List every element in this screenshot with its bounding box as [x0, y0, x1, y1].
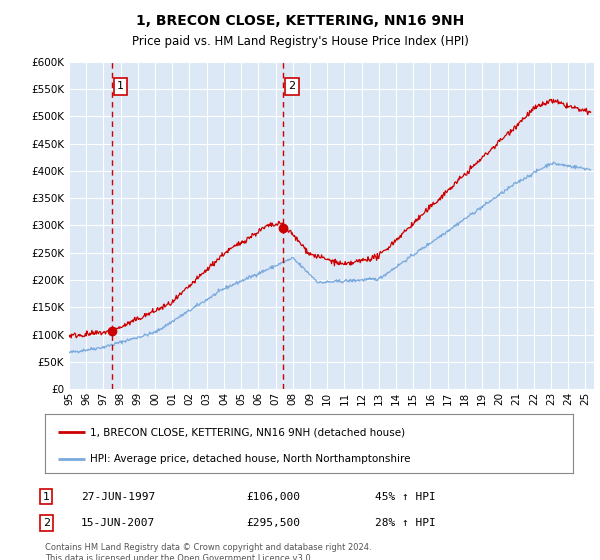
Text: £106,000: £106,000: [246, 492, 300, 502]
Text: 1: 1: [43, 492, 50, 502]
Text: Price paid vs. HM Land Registry's House Price Index (HPI): Price paid vs. HM Land Registry's House …: [131, 35, 469, 48]
Text: Contains HM Land Registry data © Crown copyright and database right 2024.
This d: Contains HM Land Registry data © Crown c…: [45, 543, 371, 560]
Text: 45% ↑ HPI: 45% ↑ HPI: [375, 492, 436, 502]
Text: 1, BRECON CLOSE, KETTERING, NN16 9NH: 1, BRECON CLOSE, KETTERING, NN16 9NH: [136, 14, 464, 28]
Text: 28% ↑ HPI: 28% ↑ HPI: [375, 518, 436, 528]
Text: 27-JUN-1997: 27-JUN-1997: [81, 492, 155, 502]
Text: HPI: Average price, detached house, North Northamptonshire: HPI: Average price, detached house, Nort…: [90, 454, 410, 464]
Text: 1: 1: [117, 81, 124, 91]
Text: 2: 2: [289, 81, 296, 91]
Text: 15-JUN-2007: 15-JUN-2007: [81, 518, 155, 528]
Text: 1, BRECON CLOSE, KETTERING, NN16 9NH (detached house): 1, BRECON CLOSE, KETTERING, NN16 9NH (de…: [90, 427, 405, 437]
Text: £295,500: £295,500: [246, 518, 300, 528]
Text: 2: 2: [43, 518, 50, 528]
